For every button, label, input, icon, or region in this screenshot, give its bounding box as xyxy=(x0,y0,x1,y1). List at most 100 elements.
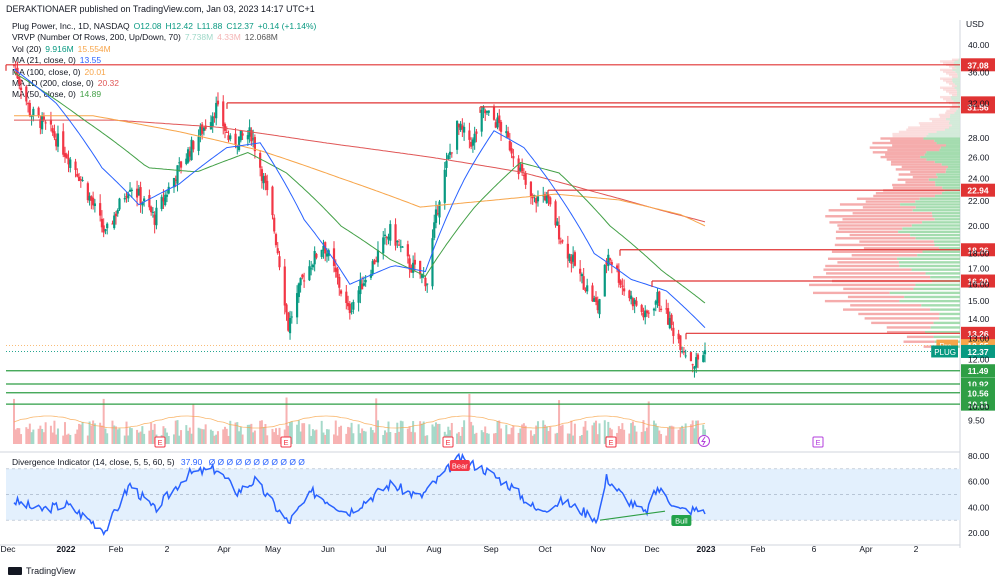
candle-body xyxy=(448,151,452,155)
vp-down-row xyxy=(952,84,957,88)
volume-bar xyxy=(187,430,190,444)
candle-body xyxy=(691,364,694,366)
volume-bar xyxy=(594,420,597,444)
volume-bar xyxy=(137,432,140,444)
candle-body xyxy=(287,312,290,331)
vp-down-row xyxy=(829,221,923,224)
candle-body xyxy=(364,280,367,283)
vp-up-row xyxy=(915,206,960,209)
volume-bar xyxy=(519,428,522,444)
price-axis-label: 10.11 xyxy=(968,400,989,410)
vp-down-row xyxy=(851,254,918,257)
vp-down-row xyxy=(898,130,937,134)
volume-bar xyxy=(55,434,58,444)
volume-bar xyxy=(93,423,96,444)
legend-row[interactable]: Plug Power, Inc., 1D, NASDAQ O12.08 H12.42… xyxy=(12,21,316,32)
vp-down-row xyxy=(824,299,900,303)
vp-up-row xyxy=(948,122,960,125)
candle-body xyxy=(346,302,350,307)
candle-body xyxy=(174,179,177,181)
legend-row[interactable]: MA (50, close, 0) 14.89 xyxy=(12,89,316,100)
vp-down-row xyxy=(880,155,921,159)
candle-body xyxy=(521,164,524,172)
candle-body xyxy=(345,291,348,304)
volume-bar xyxy=(204,424,207,444)
volume-bar xyxy=(507,434,510,444)
vp-up-row xyxy=(951,124,960,127)
candle-body xyxy=(615,265,619,270)
volume-bar xyxy=(573,423,576,444)
vp-up-row xyxy=(955,70,960,73)
volume-bar xyxy=(547,431,550,444)
candle-body xyxy=(19,87,23,91)
vp-up-row xyxy=(956,92,960,95)
legend-row[interactable]: VRVP (Number Of Rows, 200, Up/Down, 70) 7… xyxy=(12,32,316,43)
price-axis-label-box xyxy=(961,364,995,378)
volume-bar xyxy=(373,432,376,444)
price-axis-label-box xyxy=(961,58,995,72)
candle-body xyxy=(549,197,552,205)
volume-bar xyxy=(303,423,306,444)
candle-body xyxy=(506,131,510,138)
candle-body xyxy=(431,238,434,287)
candle-body xyxy=(164,194,167,206)
candle-body xyxy=(128,189,132,192)
candle-body xyxy=(608,258,612,261)
publish-header: DERAKTIONAER published on TradingView.co… xyxy=(6,4,315,14)
volume-bar xyxy=(566,433,569,444)
vp-up-row xyxy=(945,117,960,121)
vp-down-row xyxy=(813,291,890,295)
price-axis-label: 13.26 xyxy=(967,329,989,339)
volume-bar xyxy=(338,426,341,444)
candle-body xyxy=(406,244,409,257)
vp-up-row xyxy=(944,128,960,131)
candle-body xyxy=(139,187,142,204)
volume-bar xyxy=(30,432,33,444)
candle-body xyxy=(610,262,613,265)
vp-up-row xyxy=(954,60,960,63)
candle-body xyxy=(487,110,490,113)
candle-body xyxy=(176,165,179,184)
volume-bar xyxy=(457,432,460,444)
candle-body xyxy=(357,290,360,303)
legend-row[interactable]: Vol (20) 9.916M 15.554M xyxy=(12,44,316,55)
candle-body xyxy=(148,195,151,208)
candle-body xyxy=(543,194,547,201)
candle-body xyxy=(127,193,130,199)
legend-row[interactable]: MA 1D (200, close, 0) 20.32 xyxy=(12,78,316,89)
footer[interactable]: TradingView xyxy=(8,566,76,576)
vp-down-row xyxy=(886,326,931,329)
candle-body xyxy=(677,333,680,340)
candle-body xyxy=(681,351,684,353)
vp-down-row xyxy=(873,194,936,198)
candle-body xyxy=(92,197,95,206)
volume-bar xyxy=(436,423,439,444)
vp-up-row xyxy=(924,330,960,334)
candle-body xyxy=(459,123,462,131)
candle-body xyxy=(621,285,624,287)
volume-bar xyxy=(529,430,532,444)
vp-up-row xyxy=(920,155,960,159)
vp-up-row xyxy=(922,250,960,253)
candle-body xyxy=(652,308,656,311)
legend-row[interactable]: MA (100, close, 0) 20.01 xyxy=(12,67,316,78)
price-axis-label-box xyxy=(961,386,995,400)
price-axis-label-box xyxy=(961,100,995,114)
candle-body xyxy=(213,116,216,118)
oscillator-axis-tick: 20.00 xyxy=(968,528,990,538)
vp-up-row xyxy=(936,173,960,176)
candle-body xyxy=(53,131,56,138)
volume-bar xyxy=(222,429,225,444)
volume-bar xyxy=(99,422,102,444)
candle-body xyxy=(396,240,399,243)
candle-body xyxy=(376,250,380,263)
time-axis-label: Feb xyxy=(109,544,124,554)
vp-down-row xyxy=(943,97,952,101)
volume-profile xyxy=(809,58,960,348)
oscillator-line xyxy=(13,452,706,536)
candle-body xyxy=(86,183,89,201)
legend-row[interactable]: MA (21, close, 0) 13.55 xyxy=(12,55,316,66)
candle-body xyxy=(434,209,438,223)
volume-bar xyxy=(420,423,423,444)
